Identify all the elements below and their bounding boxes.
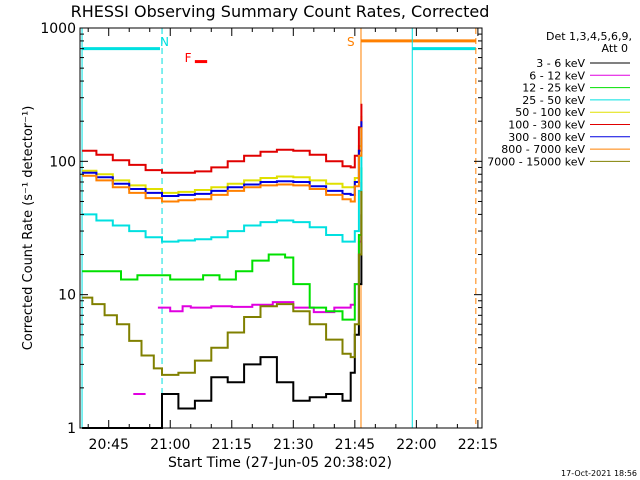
legend-label: 50 - 100 keV (515, 106, 585, 119)
x-tick-label: 21:45 (335, 437, 375, 453)
legend-label: 800 - 7000 keV (501, 143, 585, 156)
legend-label: 25 - 50 keV (522, 94, 585, 107)
series-line (82, 190, 363, 376)
footer-timestamp: 17-Oct-2021 18:56 (561, 469, 637, 478)
state-annotations: N F S (160, 35, 355, 65)
plot-frame (79, 27, 483, 429)
annotation-n: N (160, 35, 169, 49)
annotation-f: F (185, 51, 192, 65)
series-line (82, 103, 363, 174)
x-tick-label: 20:45 (89, 437, 129, 453)
legend-label: 100 - 300 keV (508, 119, 585, 132)
annotation-s: S (347, 35, 355, 49)
x-axis-label: Start Time (27-Jun-05 20:38:02) (168, 455, 392, 471)
y-axis-label: Corrected Count Rate (s⁻¹ detector⁻¹) (21, 106, 36, 351)
y-tick-label: 1 (67, 421, 76, 437)
legend-label: 6 - 12 keV (529, 69, 585, 82)
legend-label: 12 - 25 keV (522, 82, 585, 95)
legend-label: 3 - 6 keV (536, 57, 585, 70)
x-tick-label: 21:00 (150, 437, 190, 453)
y-tick-label: 100 (49, 154, 76, 170)
series-line (82, 127, 363, 203)
y-tick-label: 1000 (40, 21, 76, 37)
y-axis: 1 10 100 1000 (40, 21, 482, 437)
series-line (82, 121, 363, 197)
series-line (82, 137, 363, 243)
x-tick-label: 22:00 (396, 437, 436, 453)
series-line (82, 214, 363, 429)
state-bars (82, 39, 476, 64)
series-line (82, 167, 363, 321)
series-line (82, 115, 363, 194)
legend-label: 7000 - 15000 keV (487, 155, 585, 168)
state-lines (81, 28, 477, 428)
series-line (133, 182, 363, 395)
x-tick-label: 22:15 (458, 437, 498, 453)
chart-title: RHESSI Observing Summary Count Rates, Co… (71, 2, 490, 21)
y-tick-label: 10 (58, 288, 76, 304)
series-group (82, 103, 363, 429)
x-tick-label: 21:15 (212, 437, 252, 453)
legend-header-line: Att 0 (602, 42, 628, 55)
legend-header-line: Det 1,3,4,5,6,9, (546, 30, 632, 43)
x-tick-label: 21:30 (273, 437, 313, 453)
x-axis: 20:45 21:00 21:15 21:30 21:45 22:00 22:15 (87, 28, 498, 453)
legend-label: 300 - 800 keV (508, 131, 585, 144)
